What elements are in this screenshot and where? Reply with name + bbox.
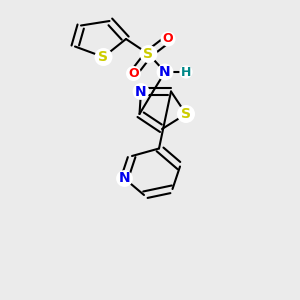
Text: O: O — [128, 67, 139, 80]
Circle shape — [126, 66, 141, 81]
Circle shape — [94, 48, 112, 66]
Text: S: S — [181, 107, 191, 121]
Circle shape — [160, 32, 175, 46]
Circle shape — [157, 64, 173, 80]
Text: N: N — [119, 172, 130, 185]
Circle shape — [177, 105, 195, 123]
Circle shape — [133, 83, 149, 100]
Text: O: O — [163, 32, 173, 46]
Text: S: S — [143, 47, 154, 61]
Text: N: N — [135, 85, 147, 98]
Text: S: S — [98, 50, 109, 64]
Text: H: H — [181, 65, 191, 79]
Circle shape — [179, 65, 193, 79]
Circle shape — [140, 45, 158, 63]
Text: N: N — [159, 65, 171, 79]
Circle shape — [116, 170, 133, 187]
